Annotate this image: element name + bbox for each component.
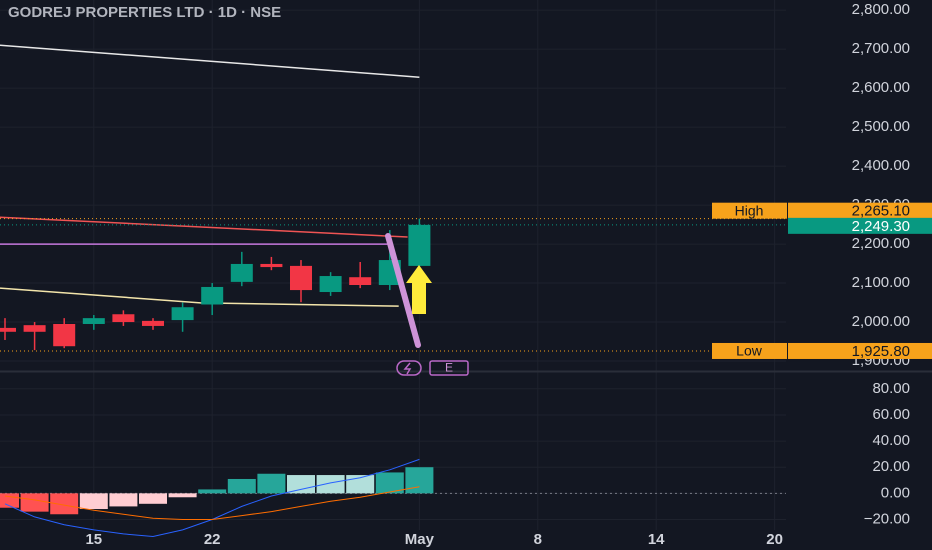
histogram-bar (79, 493, 108, 510)
y-tick-label: −20.00 (864, 510, 910, 527)
histogram-bar (109, 493, 138, 507)
histogram-bar (405, 467, 434, 494)
event-bolt (403, 362, 412, 375)
moving-average (0, 216, 408, 238)
histogram-bar (168, 493, 197, 498)
event-icon (396, 360, 422, 376)
histogram-bar (257, 473, 286, 494)
candle-body (319, 276, 342, 293)
candle-body (23, 325, 46, 332)
histogram-bar (50, 493, 79, 515)
chart-title: GODREJ PROPERTIES LTD · 1D · NSE (8, 4, 281, 21)
up-arrow (406, 265, 432, 314)
moving-average (0, 287, 399, 307)
histogram-bar (198, 489, 227, 494)
y-tick-label: 2,500.00 (852, 118, 910, 135)
candle-body (349, 277, 372, 286)
histogram-bar (346, 475, 375, 494)
y-tick-label: 2,800.00 (852, 1, 910, 18)
x-tick-label: 8 (534, 531, 542, 548)
price-value-label: 2,265.10 (852, 203, 910, 220)
price-label-name: High (735, 202, 764, 218)
y-tick-label: 80.00 (872, 380, 910, 397)
candle-body (408, 224, 431, 266)
price-value-box (788, 342, 932, 359)
y-tick-label: 60.00 (872, 406, 910, 423)
price-label-box (712, 342, 787, 359)
candle-body (0, 327, 16, 332)
candle-body (82, 318, 105, 324)
price-value-box (788, 217, 932, 234)
price-value-label: 2,249.30 (852, 218, 910, 235)
candle-body (230, 263, 253, 282)
candle-body (171, 307, 194, 321)
event-label: E (445, 361, 453, 375)
y-tick-label: 2,400.00 (852, 157, 910, 174)
indicator-line (4, 486, 420, 520)
y-tick-label: 2,600.00 (852, 79, 910, 96)
x-tick-label: 15 (85, 531, 102, 548)
event-badge (429, 360, 469, 376)
y-tick-label: 40.00 (872, 432, 910, 449)
y-tick-label: 2,000.00 (852, 313, 910, 330)
price-value-label: 1,925.80 (852, 343, 910, 360)
indicator-panel (0, 458, 786, 538)
axes: 15 22 May 8 14 201,900.002,000.002,100.002,20… (85, 1, 932, 548)
histogram-bar (375, 472, 404, 494)
moving-average (0, 44, 420, 78)
histogram-bar (139, 493, 167, 504)
histogram-bar (316, 475, 345, 494)
y-tick-label: 2,100.00 (852, 274, 910, 291)
histogram-bar (227, 478, 256, 494)
candle-body (142, 320, 164, 326)
histogram-bar (287, 475, 315, 494)
candle-body (290, 265, 312, 291)
x-tick-label: May (405, 531, 435, 548)
y-tick-label: 2,700.00 (852, 40, 910, 57)
y-tick-label: 2,200.00 (852, 235, 910, 252)
y-tick-label: 0.00 (881, 484, 910, 501)
candle-body (53, 323, 76, 347)
x-tick-label: 14 (648, 531, 665, 548)
price-label-box (712, 202, 787, 219)
histogram-bar (20, 493, 49, 512)
candle-body (112, 314, 135, 323)
x-tick-label: 22 (204, 531, 221, 548)
price-panel (0, 44, 786, 352)
annotations: E (385, 233, 469, 376)
price-value-box (788, 202, 932, 219)
y-tick-label: 20.00 (872, 458, 910, 475)
candle-body (260, 263, 283, 268)
x-tick-label: 20 (766, 531, 783, 548)
candle-body (201, 286, 224, 305)
price-label-name: Low (736, 343, 763, 359)
drop-arrow (385, 233, 421, 348)
